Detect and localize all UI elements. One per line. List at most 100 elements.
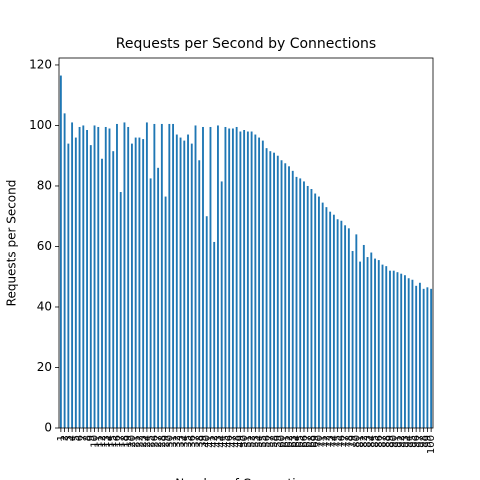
y-tick-label: 40 xyxy=(37,299,52,313)
bar xyxy=(127,126,130,429)
bar xyxy=(291,170,294,428)
bar xyxy=(317,196,320,428)
bar xyxy=(332,214,335,428)
bar xyxy=(149,178,152,428)
bar xyxy=(392,270,395,428)
x-tick-label: 32 xyxy=(172,435,183,448)
bar xyxy=(116,123,118,428)
x-tick-label: 25 xyxy=(146,435,157,448)
y-tick-label: 60 xyxy=(37,239,52,253)
x-tick-label: 5 xyxy=(71,435,82,441)
bar xyxy=(231,128,234,428)
x-tick-label: 91 xyxy=(392,435,403,448)
bar xyxy=(276,155,279,428)
bar xyxy=(418,282,421,428)
bar xyxy=(370,252,373,428)
x-tick-label: 54 xyxy=(254,435,265,448)
x-tick-label: 3 xyxy=(63,435,74,441)
x-tick-label: 50 xyxy=(239,435,250,448)
bar xyxy=(89,145,92,428)
bar xyxy=(400,273,403,428)
x-tick-label: 98 xyxy=(419,435,430,448)
x-tick-label: 35 xyxy=(183,435,194,448)
x-tick-label: 61 xyxy=(280,435,291,448)
x-tick-label: 65 xyxy=(295,435,306,448)
bar xyxy=(273,152,275,429)
bar xyxy=(123,122,126,428)
bar xyxy=(362,244,365,428)
x-tick-label: 27 xyxy=(153,435,164,448)
x-tick-label: 8 xyxy=(82,435,93,441)
x-tick-label: 10 xyxy=(90,435,101,448)
x-tick-label: 71 xyxy=(318,435,329,448)
x-tick-label: 78 xyxy=(344,435,355,448)
bar xyxy=(280,160,283,428)
x-tick-label: 62 xyxy=(284,435,295,448)
bar xyxy=(415,285,418,428)
bar xyxy=(288,166,290,428)
bar xyxy=(194,125,197,429)
bar xyxy=(239,131,242,429)
bar xyxy=(205,216,208,428)
bar xyxy=(430,288,433,428)
x-tick-label: 56 xyxy=(262,435,273,448)
x-tick-label: 40 xyxy=(202,435,213,448)
x-tick-label: 24 xyxy=(142,435,153,448)
bar xyxy=(198,160,201,428)
bar xyxy=(314,193,317,428)
bar xyxy=(168,123,171,428)
x-tick-label: 14 xyxy=(104,435,115,448)
bar xyxy=(407,278,410,428)
bar xyxy=(209,126,212,429)
x-tick-label: 22 xyxy=(134,435,145,448)
bar xyxy=(104,126,107,429)
bar xyxy=(385,266,388,428)
bar xyxy=(235,126,238,429)
x-tick-label: 51 xyxy=(243,435,254,448)
bar xyxy=(142,139,145,428)
x-tick-label: 18 xyxy=(119,435,130,448)
x-tick-label: 67 xyxy=(303,435,314,448)
bar xyxy=(108,128,111,428)
bar xyxy=(217,125,219,429)
x-tick-label: 2 xyxy=(60,435,71,441)
bar xyxy=(299,178,302,428)
x-tick-label: 100 xyxy=(426,435,437,454)
bar xyxy=(175,134,178,428)
bar xyxy=(74,137,77,428)
x-tick-label: 90 xyxy=(389,435,400,448)
y-tick-label: 120 xyxy=(29,57,52,71)
x-tick-label: 6 xyxy=(75,435,86,441)
x-tick-label: 31 xyxy=(168,435,179,448)
x-tick-label: 11 xyxy=(93,435,104,448)
x-tick-label: 13 xyxy=(101,435,112,448)
x-tick-label: 79 xyxy=(348,435,359,448)
x-tick-label: 26 xyxy=(149,435,160,448)
bar xyxy=(411,279,414,428)
x-tick-label: 21 xyxy=(131,435,142,448)
x-tick-label: 59 xyxy=(273,435,284,448)
bar xyxy=(172,123,175,428)
bar xyxy=(59,75,62,429)
x-tick-label: 19 xyxy=(123,435,134,448)
bar xyxy=(355,234,358,428)
bar xyxy=(145,122,148,428)
x-tick-label: 81 xyxy=(355,435,366,448)
x-tick-label: 20 xyxy=(127,435,138,448)
x-tick-label: 69 xyxy=(310,435,321,448)
x-tick-label: 99 xyxy=(422,435,433,448)
x-tick-label: 64 xyxy=(291,435,302,448)
y-tick-label: 100 xyxy=(29,118,52,132)
bar xyxy=(404,275,406,428)
bar xyxy=(329,211,332,428)
bar xyxy=(321,202,324,428)
x-tick-label: 58 xyxy=(269,435,280,448)
bar xyxy=(426,287,429,428)
x-tick-label: 39 xyxy=(198,435,209,448)
y-tick-label: 0 xyxy=(44,421,52,435)
bar xyxy=(93,125,96,429)
x-tick-label: 89 xyxy=(385,435,396,448)
bar xyxy=(97,126,100,429)
bar xyxy=(138,137,141,428)
